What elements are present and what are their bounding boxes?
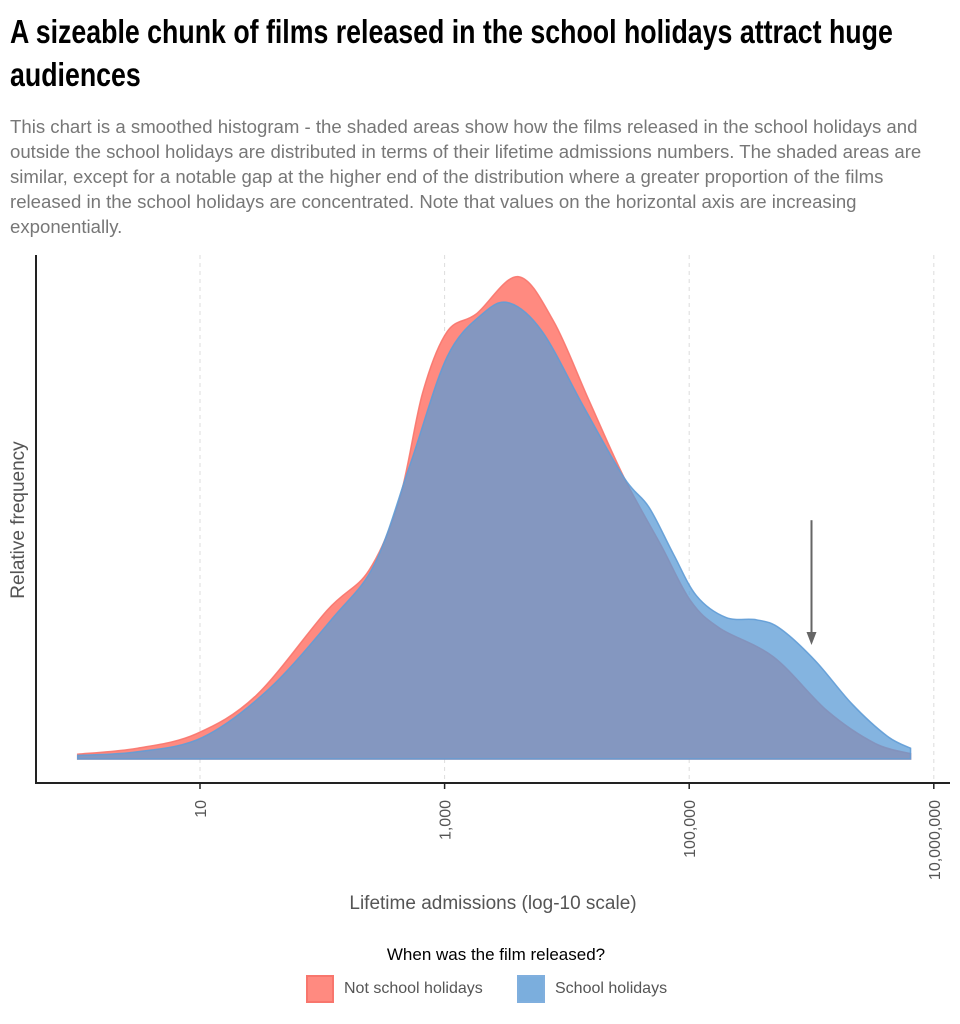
legend-swatch-red bbox=[306, 975, 334, 1003]
chart-title: A sizeable chunk of films released in th… bbox=[10, 13, 893, 93]
x-tick-label: 1,000 bbox=[438, 800, 455, 840]
legend-swatch-blue bbox=[517, 975, 545, 1003]
x-tick-label: 10,000,000 bbox=[927, 800, 944, 880]
density-areas bbox=[76, 275, 912, 760]
legend-label: School holidays bbox=[555, 980, 668, 997]
y-axis-label: Relative frequency bbox=[8, 441, 29, 599]
x-axis-label: Lifetime admissions (log-10 scale) bbox=[349, 893, 637, 914]
legend-item-not-school-holidays[interactable]: Not school holidays bbox=[306, 975, 483, 1003]
legend-item-school-holidays[interactable]: School holidays bbox=[517, 975, 667, 1003]
legend-label: Not school holidays bbox=[344, 980, 483, 997]
x-tick-label: 10 bbox=[193, 800, 210, 818]
legend-title: When was the film released? bbox=[386, 945, 606, 964]
chart-subtitle: This chart is a smoothed histogram - the… bbox=[10, 116, 922, 237]
x-tick-label: 100,000 bbox=[682, 800, 699, 858]
annotation bbox=[806, 520, 817, 645]
x-tick-labels: 10 1,000 100,000 10,000,000 bbox=[193, 800, 944, 880]
area-school-holidays bbox=[76, 301, 912, 760]
annotation-arrow-head bbox=[806, 632, 817, 645]
axes bbox=[35, 255, 950, 789]
